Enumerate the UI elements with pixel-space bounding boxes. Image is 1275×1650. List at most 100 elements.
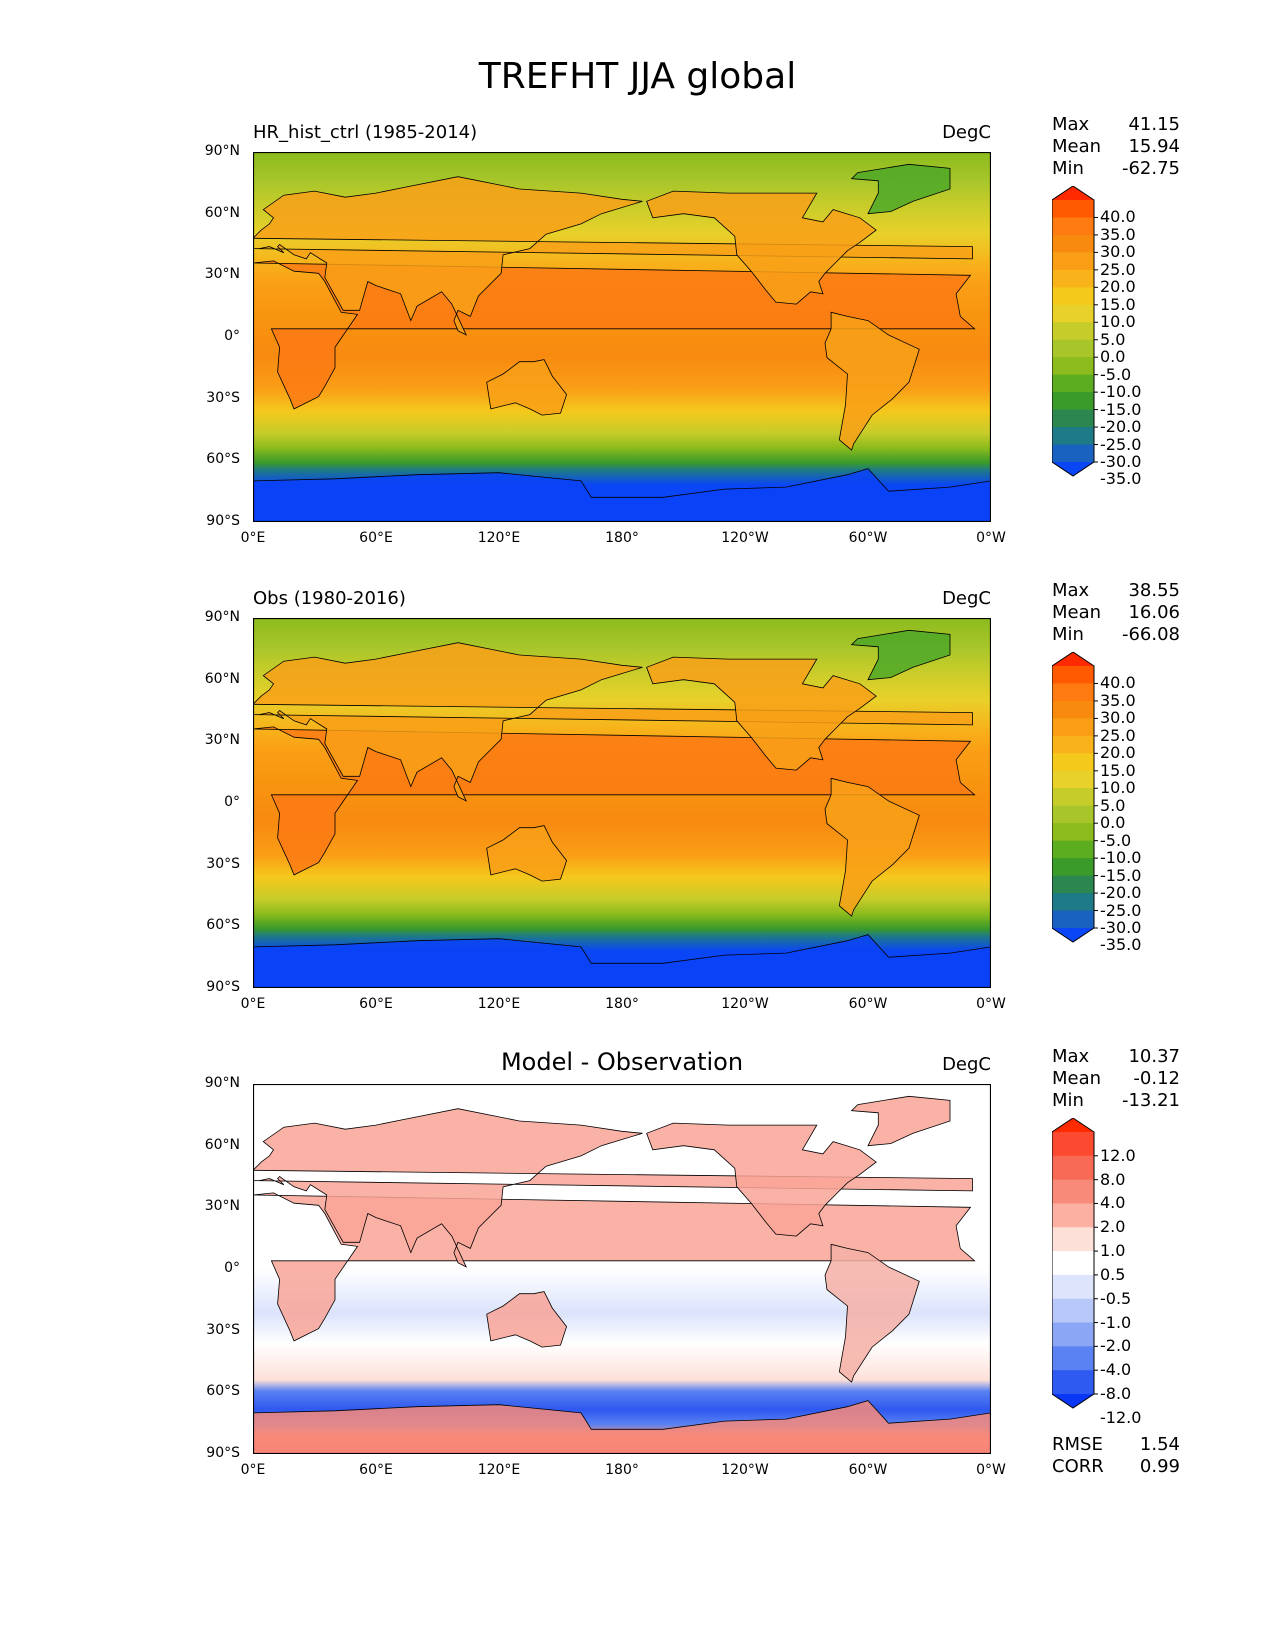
lat-tick-label: 90°N — [204, 609, 240, 625]
colorbar-segment — [1052, 1346, 1094, 1371]
colorbar-label: 25.0 — [1100, 259, 1136, 279]
colorbar-label: 0.5 — [1100, 1264, 1126, 1284]
max-label: Max — [1052, 580, 1090, 601]
continent-greenland — [850, 629, 951, 681]
lat-tick-label: 0° — [224, 1260, 240, 1276]
min-value: -62.75 — [1121, 158, 1180, 179]
colorbar-label: -25.0 — [1100, 434, 1142, 454]
colorbar-segment — [1052, 1370, 1094, 1395]
panel-model: HR_hist_ctrl (1985-2014) DegC Max 41.15 M… — [0, 114, 1275, 592]
continent-australia — [486, 1291, 568, 1348]
colorbar-label: -2.0 — [1100, 1336, 1132, 1356]
colorbar-segment — [1052, 805, 1094, 824]
continent-eurasia — [253, 642, 973, 802]
colorbar-segment — [1052, 322, 1094, 341]
lat-tick-label: 90°S — [206, 979, 240, 995]
colorbar-label: -8.0 — [1100, 1384, 1132, 1403]
colorbar-label: 15.0 — [1100, 760, 1136, 780]
figure-title: TREFHT JJA global — [478, 56, 797, 97]
lon-tick-label: 0°E — [240, 530, 266, 546]
panel-diff: Model - Observation DegC Max 10.37 Mean -0… — [0, 1046, 1275, 1524]
colorbar-label: -1.0 — [1100, 1312, 1132, 1332]
colorbar-label: 15.0 — [1100, 294, 1136, 314]
colorbar-segment — [1052, 770, 1094, 789]
colorbar-segment — [1052, 1274, 1094, 1300]
max-label: Max — [1052, 1046, 1090, 1067]
lon-tick-label: 60°E — [359, 996, 393, 1012]
continent-australia — [486, 359, 568, 416]
corr-value: 0.99 — [1139, 1456, 1180, 1477]
lon-tick-label: 0°W — [976, 530, 1006, 546]
continent-samerica — [824, 1243, 920, 1383]
panel-units: DegC — [942, 1054, 991, 1075]
colorbar-label: -12.0 — [1100, 1407, 1142, 1427]
mean-label: Mean — [1052, 1068, 1102, 1089]
min-label: Min — [1052, 624, 1084, 645]
colorbar-segment — [1052, 200, 1094, 218]
lon-tick-label: 0°E — [240, 1462, 266, 1478]
colorbar-segment — [1052, 234, 1094, 253]
colorbar-label: 1.0 — [1100, 1241, 1126, 1261]
max-label: Max — [1052, 114, 1090, 135]
colorbar-label: 10.0 — [1100, 312, 1136, 332]
continent-samerica — [824, 311, 920, 451]
min-value: -13.21 — [1121, 1090, 1180, 1111]
colorbar-label: 40.0 — [1100, 207, 1136, 227]
lat-tick-label: 60°S — [206, 917, 240, 934]
colorbar-segment — [1052, 217, 1094, 236]
continent-greenland — [850, 163, 951, 215]
colorbar-label: 12.0 — [1100, 1145, 1136, 1165]
colorbar-segment — [1052, 683, 1094, 702]
colorbar-label: 8.0 — [1100, 1169, 1126, 1189]
colorbar-segment — [1052, 1132, 1094, 1157]
min-label: Min — [1052, 1090, 1084, 1111]
colorbar-label: -10.0 — [1100, 848, 1142, 868]
continent-namerica — [646, 190, 877, 305]
colorbar-segment — [1052, 444, 1094, 463]
colorbar-label: 0.0 — [1100, 347, 1126, 367]
lat-tick-label: 30°N — [204, 266, 240, 283]
colorbar-label: 5.0 — [1100, 795, 1126, 815]
colorbar-extend-bottom — [1052, 1394, 1094, 1408]
max-value: 38.55 — [1128, 580, 1180, 601]
colorbar-label: 30.0 — [1100, 242, 1136, 262]
continent-greenland — [850, 1095, 951, 1147]
continent-antarctica — [253, 1400, 991, 1454]
colorbar-segment — [1052, 735, 1094, 754]
panel-obs: Obs (1980-2016) DegC Max 38.55 Mean 16.06 … — [0, 580, 1275, 1058]
colorbar-label: -0.5 — [1100, 1288, 1132, 1308]
colorbar-label: -30.0 — [1100, 918, 1142, 937]
lon-tick-label: 0°W — [976, 996, 1006, 1012]
continent-antarctica — [253, 468, 991, 522]
lat-tick-label: 60°S — [206, 1383, 240, 1400]
panel-title: Model - Observation — [500, 1048, 744, 1076]
colorbar-segment — [1052, 427, 1094, 446]
lon-tick-label: 60°W — [848, 996, 888, 1012]
colorbar-label: -10.0 — [1100, 382, 1142, 402]
rmse-value: 1.54 — [1139, 1434, 1180, 1455]
mean-value: -0.12 — [1133, 1068, 1180, 1089]
colorbar-segment — [1052, 1322, 1094, 1347]
panel-units: DegC — [942, 588, 991, 609]
colorbar-segment — [1052, 304, 1094, 323]
colorbar-label: 35.0 — [1100, 690, 1136, 710]
colorbar-label: -15.0 — [1100, 865, 1142, 885]
colorbar — [1051, 185, 1112, 482]
colorbar-scale — [1051, 651, 1098, 946]
continent-australia — [486, 825, 568, 882]
temperature-map — [253, 618, 991, 988]
colorbar-label: 30.0 — [1100, 708, 1136, 728]
colorbar-label: -35.0 — [1100, 935, 1142, 955]
lat-tick-label: 30°S — [206, 1321, 240, 1338]
max-value: 41.15 — [1128, 114, 1180, 135]
colorbar-segment — [1052, 718, 1094, 737]
lat-tick-label: 60°N — [204, 1136, 240, 1153]
colorbar-segment — [1052, 1203, 1094, 1228]
lat-tick-label: 90°N — [204, 1075, 240, 1091]
lon-tick-label: 0°W — [976, 1462, 1006, 1478]
colorbar-segment — [1052, 840, 1094, 859]
panel-units: DegC — [942, 122, 991, 143]
colorbar-label: 40.0 — [1100, 673, 1136, 693]
lat-tick-label: 60°N — [204, 670, 240, 687]
colorbar-extend-top — [1052, 186, 1094, 200]
